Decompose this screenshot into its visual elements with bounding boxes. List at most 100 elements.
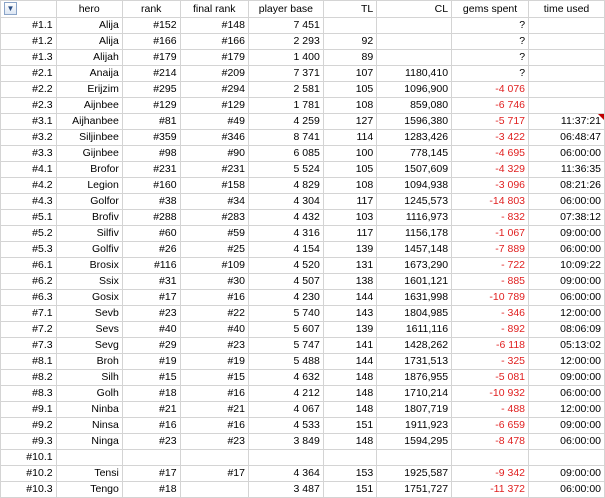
hero-cell[interactable]: Ninga	[55, 433, 123, 450]
gems-spent-cell[interactable]: ?	[451, 33, 530, 50]
time-used-cell[interactable]: 09:00:00	[528, 465, 605, 482]
hero-cell[interactable]: Brofiv	[55, 209, 123, 226]
final-rank-cell[interactable]: #166	[179, 33, 249, 50]
tl-cell[interactable]: 144	[322, 353, 378, 370]
final-rank-cell[interactable]: #231	[179, 161, 249, 178]
cl-cell[interactable]: 1180,410	[376, 65, 453, 82]
final-rank-cell[interactable]: #22	[179, 305, 249, 322]
final-rank-cell[interactable]: #129	[179, 97, 249, 114]
cl-cell[interactable]: 1804,985	[376, 305, 453, 322]
cl-cell[interactable]: 1457,148	[376, 241, 453, 258]
player-base-cell[interactable]: 4 259	[247, 113, 324, 130]
player-base-cell[interactable]: 4 212	[247, 385, 324, 402]
tl-cell[interactable]: 151	[322, 481, 378, 498]
tl-column-header[interactable]: TL	[322, 0, 378, 18]
cl-cell[interactable]	[376, 49, 453, 66]
id-cell[interactable]: #1.1	[0, 17, 57, 34]
gems-spent-cell[interactable]: -11 372	[451, 481, 530, 498]
cl-cell[interactable]: 1428,262	[376, 337, 453, 354]
cl-cell[interactable]: 1710,214	[376, 385, 453, 402]
hero-cell[interactable]: Aijnbee	[55, 97, 123, 114]
player-base-cell[interactable]: 4 304	[247, 193, 324, 210]
player-base-cell[interactable]: 4 632	[247, 369, 324, 386]
time-used-cell[interactable]	[528, 97, 605, 114]
tl-cell[interactable]: 107	[322, 65, 378, 82]
cl-cell[interactable]: 1594,295	[376, 433, 453, 450]
time-used-cell[interactable]	[528, 49, 605, 66]
tl-cell[interactable]: 105	[322, 81, 378, 98]
gems-spent-cell[interactable]: -14 803	[451, 193, 530, 210]
id-cell[interactable]: #5.2	[0, 225, 57, 242]
hero-cell[interactable]: Ssix	[55, 273, 123, 290]
final-rank-cell[interactable]: #283	[179, 209, 249, 226]
id-cell[interactable]: #4.3	[0, 193, 57, 210]
time-used-cell[interactable]: 09:00:00	[528, 273, 605, 290]
time-used-column-header[interactable]: time used	[528, 0, 605, 18]
tl-cell[interactable]: 148	[322, 401, 378, 418]
cl-cell[interactable]: 778,145	[376, 145, 453, 162]
gems-spent-cell[interactable]: ?	[451, 49, 530, 66]
tl-cell[interactable]	[322, 449, 378, 466]
hero-cell[interactable]: Sevg	[55, 337, 123, 354]
cl-cell[interactable]: 1807,719	[376, 401, 453, 418]
rank-cell[interactable]: #60	[121, 225, 181, 242]
cl-cell[interactable]: 1245,573	[376, 193, 453, 210]
id-cell[interactable]: #4.2	[0, 177, 57, 194]
tl-cell[interactable]: 139	[322, 321, 378, 338]
tl-cell[interactable]: 153	[322, 465, 378, 482]
gems-spent-cell[interactable]: - 722	[451, 257, 530, 274]
rank-cell[interactable]: #17	[121, 465, 181, 482]
tl-cell[interactable]: 151	[322, 417, 378, 434]
id-cell[interactable]: #4.1	[0, 161, 57, 178]
player-base-cell[interactable]: 5 747	[247, 337, 324, 354]
tl-cell[interactable]: 143	[322, 305, 378, 322]
time-used-cell[interactable]: 09:00:00	[528, 417, 605, 434]
final-rank-cell[interactable]: #40	[179, 321, 249, 338]
hero-cell[interactable]: Legion	[55, 177, 123, 194]
gems-spent-cell[interactable]: -6 118	[451, 337, 530, 354]
final-rank-cell[interactable]: #19	[179, 353, 249, 370]
id-cell[interactable]: #2.3	[0, 97, 57, 114]
time-used-cell[interactable]: 06:00:00	[528, 289, 605, 306]
rank-cell[interactable]: #98	[121, 145, 181, 162]
gems-spent-cell[interactable]: - 346	[451, 305, 530, 322]
rank-cell[interactable]: #18	[121, 385, 181, 402]
final-rank-cell[interactable]: #109	[179, 257, 249, 274]
time-used-cell[interactable]: 10:09:22	[528, 257, 605, 274]
final-rank-cell[interactable]: #49	[179, 113, 249, 130]
hero-cell[interactable]: Gosix	[55, 289, 123, 306]
cl-cell[interactable]: 1673,290	[376, 257, 453, 274]
cl-cell[interactable]: 1911,923	[376, 417, 453, 434]
rank-cell[interactable]: #31	[121, 273, 181, 290]
hero-cell[interactable]: Aijhanbee	[55, 113, 123, 130]
cl-column-header[interactable]: CL	[376, 0, 453, 18]
player-base-cell[interactable]	[247, 449, 324, 466]
hero-cell[interactable]: Alijah	[55, 49, 123, 66]
gems-spent-cell[interactable]: -5 081	[451, 369, 530, 386]
id-cell[interactable]: #9.3	[0, 433, 57, 450]
gems-spent-cell[interactable]: -5 717	[451, 113, 530, 130]
rank-cell[interactable]: #23	[121, 305, 181, 322]
id-cell[interactable]: #7.1	[0, 305, 57, 322]
final-rank-cell[interactable]: #90	[179, 145, 249, 162]
time-used-cell[interactable]: 06:00:00	[528, 145, 605, 162]
id-cell[interactable]: #10.3	[0, 481, 57, 498]
player-base-cell[interactable]: 4 154	[247, 241, 324, 258]
id-cell[interactable]: #6.1	[0, 257, 57, 274]
rank-cell[interactable]: #359	[121, 129, 181, 146]
id-cell[interactable]: #2.2	[0, 81, 57, 98]
player-base-cell[interactable]: 4 520	[247, 257, 324, 274]
tl-cell[interactable]: 114	[322, 129, 378, 146]
hero-cell[interactable]: Golh	[55, 385, 123, 402]
hero-cell[interactable]: Silh	[55, 369, 123, 386]
id-cell[interactable]: #1.3	[0, 49, 57, 66]
id-cell[interactable]: #8.1	[0, 353, 57, 370]
tl-cell[interactable]: 144	[322, 289, 378, 306]
gems-spent-cell[interactable]: -3 096	[451, 177, 530, 194]
time-used-cell[interactable]: 06:48:47	[528, 129, 605, 146]
player-base-cell[interactable]: 4 316	[247, 225, 324, 242]
final-rank-cell[interactable]: #23	[179, 337, 249, 354]
cl-cell[interactable]: 1601,121	[376, 273, 453, 290]
final-rank-cell[interactable]: #16	[179, 289, 249, 306]
id-cell[interactable]: #3.3	[0, 145, 57, 162]
